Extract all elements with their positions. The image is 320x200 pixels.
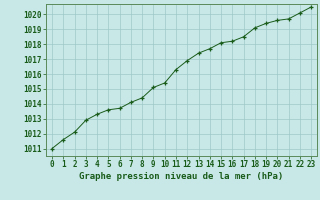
X-axis label: Graphe pression niveau de la mer (hPa): Graphe pression niveau de la mer (hPa): [79, 172, 284, 181]
